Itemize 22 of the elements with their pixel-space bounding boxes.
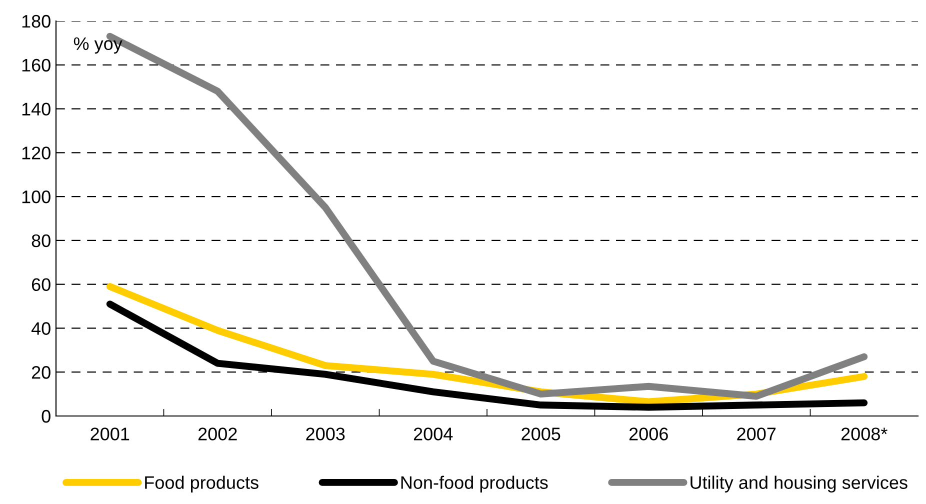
y-tick-label: 100 — [22, 190, 50, 204]
x-tick-label: 2002 — [198, 428, 237, 440]
y-tick-label: 180 — [22, 14, 50, 28]
y-tick-label: 80 — [32, 234, 50, 248]
y-tick-label: 60 — [32, 278, 50, 292]
legend-label: Food products — [145, 476, 258, 493]
x-tick-label: 2001 — [90, 428, 130, 440]
y-tick-label: 40 — [31, 322, 50, 335]
y-tick-label: 20 — [32, 366, 50, 379]
y-axis-title: % yoy — [74, 37, 122, 54]
x-tick-label: 2005 — [522, 428, 560, 440]
legend-label: Utility and housing services — [690, 476, 908, 493]
x-tick-label: 2006 — [629, 428, 668, 440]
y-tick-label: 120 — [22, 146, 50, 160]
x-tick-label: 2004 — [414, 428, 453, 440]
x-tick-label: 2003 — [306, 428, 345, 440]
y-tick-label: 0 — [42, 410, 50, 423]
x-tick-label: 2007 — [737, 428, 776, 440]
x-tick-label: 2008* — [841, 428, 888, 440]
legend-label: Non-food products — [401, 476, 548, 493]
y-tick-label: 160 — [22, 58, 50, 72]
y-tick-label: 140 — [22, 102, 50, 116]
